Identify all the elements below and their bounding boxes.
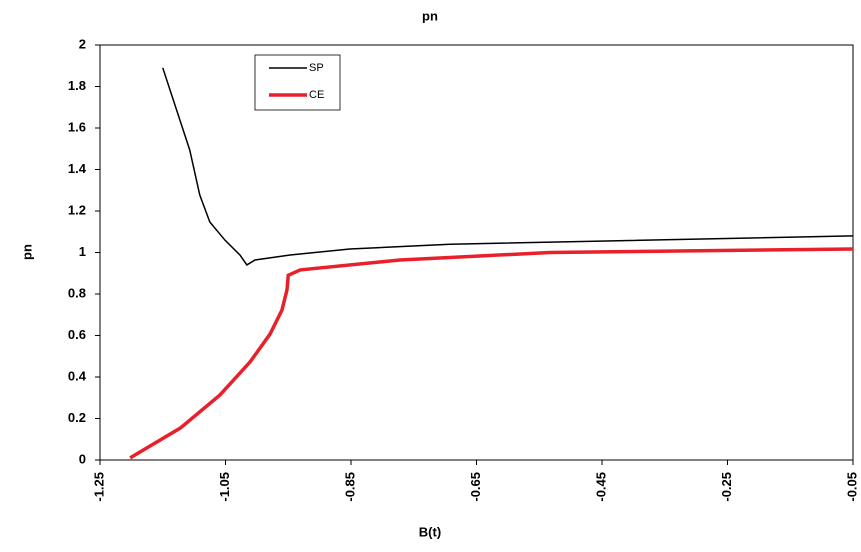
- y-tick-label: 0.4: [68, 368, 87, 383]
- y-tick-label: 1.2: [68, 202, 86, 217]
- x-tick-label: -0.05: [844, 472, 859, 502]
- y-tick-label: 1.8: [68, 78, 86, 93]
- legend-label: CE: [309, 89, 324, 101]
- x-tick-label: -1.05: [217, 472, 232, 502]
- x-tick-label: -0.65: [468, 472, 483, 502]
- y-tick-label: 1: [79, 244, 86, 259]
- y-tick-label: 2: [79, 36, 86, 51]
- x-tick-label: -0.45: [593, 472, 608, 502]
- plot-frame: [99, 44, 854, 461]
- y-tick-label: 0.8: [68, 285, 86, 300]
- y-tick-label: 0: [79, 451, 86, 466]
- y-axis-label: pn: [19, 244, 34, 260]
- x-tick-label: -1.25: [91, 472, 106, 502]
- line-series: [162, 67, 854, 266]
- chart-title: pn: [422, 8, 438, 23]
- y-tick-label: 0.2: [68, 410, 86, 425]
- y-tick-label: 0.6: [68, 327, 86, 342]
- y-tick-label: 1.6: [68, 119, 86, 134]
- y-tick-label: 1.4: [68, 161, 87, 176]
- legend-box: [254, 54, 341, 111]
- line-series: [129, 247, 854, 460]
- x-tick-label: -0.85: [342, 472, 357, 502]
- x-tick-label: -0.25: [719, 472, 734, 502]
- x-axis-label: B(t): [419, 524, 441, 539]
- legend-label: SP: [309, 62, 324, 74]
